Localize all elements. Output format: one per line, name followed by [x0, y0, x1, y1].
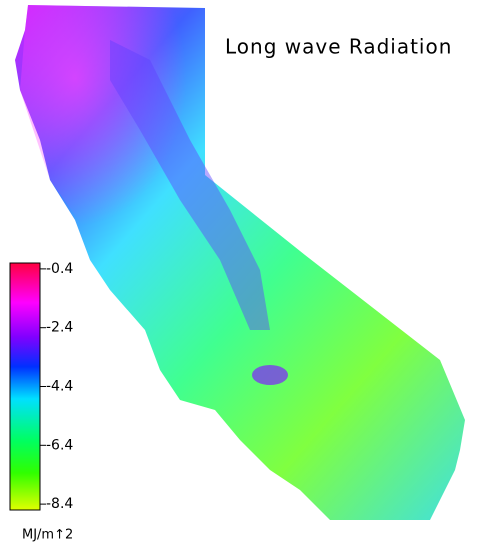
colorbar-tick-label: -6.4 — [46, 437, 73, 453]
northern-highlight — [20, 5, 205, 250]
colorbar-tick-label: -0.4 — [46, 261, 73, 277]
colorbar-tick-label: -2.4 — [46, 320, 73, 336]
colorbar-unit: MJ/m↑2 — [22, 528, 73, 543]
colorbar-tick-label: -8.4 — [46, 496, 73, 512]
valley-spot — [252, 365, 288, 385]
map-title: Long wave Radiation — [225, 35, 452, 59]
colorbar — [9, 262, 41, 511]
colorbar-tick-label: -4.4 — [46, 379, 73, 395]
sierra-band — [110, 40, 270, 330]
